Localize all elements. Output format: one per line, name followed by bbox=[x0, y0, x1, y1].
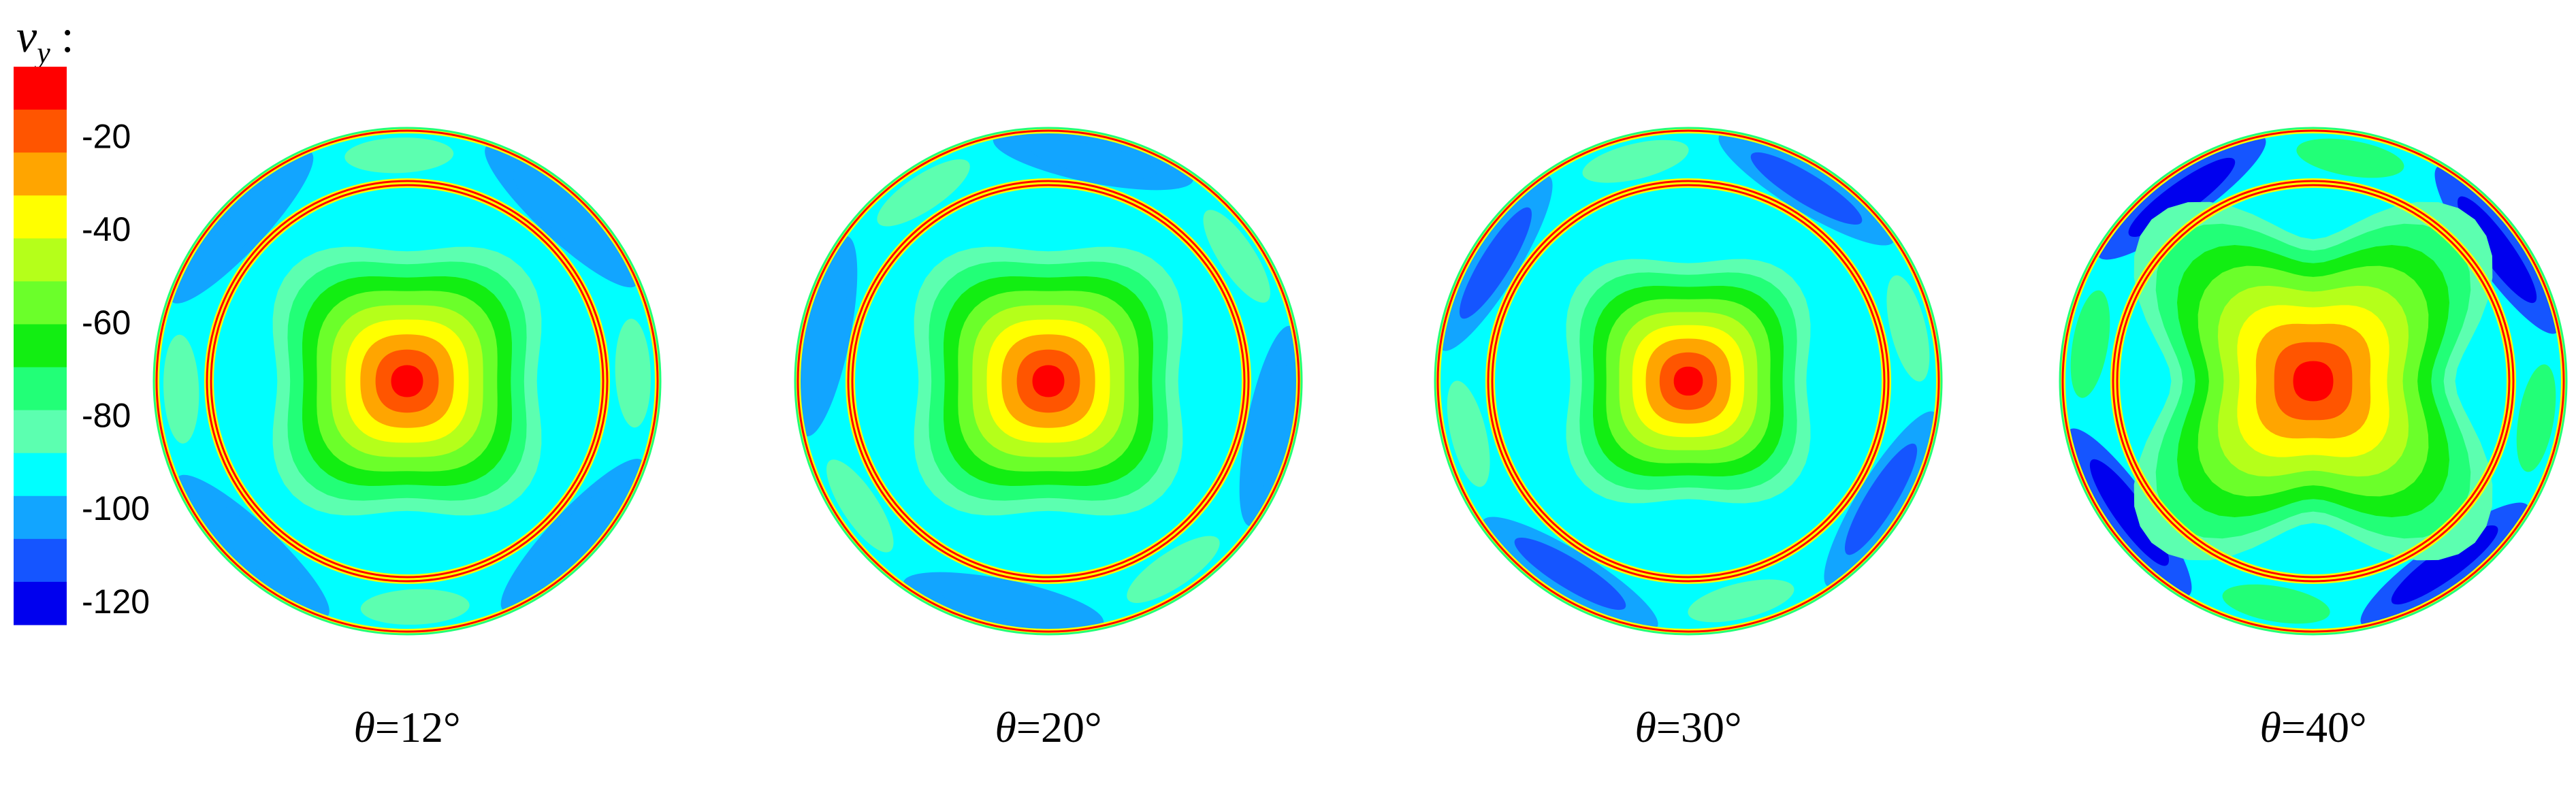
legend-title: vy: bbox=[16, 10, 74, 69]
colorbar-swatch bbox=[14, 67, 67, 110]
caption-symbol: θ bbox=[353, 703, 374, 751]
colorbar-tick-label: -40 bbox=[82, 210, 131, 248]
contour-panel bbox=[1423, 116, 1954, 647]
colorbar-swatch bbox=[14, 582, 67, 625]
core-contour-band bbox=[2293, 361, 2334, 402]
colorbar-tick-label: -120 bbox=[82, 583, 150, 621]
colorbar-swatch bbox=[14, 110, 67, 153]
core-contour-band bbox=[391, 365, 423, 397]
contour-panels bbox=[154, 116, 2575, 647]
contour-panel bbox=[784, 116, 1313, 645]
colorbar-swatch bbox=[14, 281, 67, 325]
core-contour-band bbox=[1674, 367, 1703, 396]
colorbar-swatch bbox=[14, 152, 67, 196]
colorbar-tick-labels: -20 -40 -60 -80 -100 -120 bbox=[82, 118, 150, 621]
caption-value: =30° bbox=[1656, 703, 1742, 751]
colorbar-tick-label: -100 bbox=[82, 489, 150, 527]
colorbar-tick-label: -20 bbox=[82, 118, 131, 156]
caption-value: =20° bbox=[1016, 703, 1102, 751]
colorbar-swatch bbox=[14, 368, 67, 411]
panel-caption: θ=20° bbox=[995, 703, 1101, 751]
contour-panel bbox=[154, 128, 660, 634]
caption-value: =40° bbox=[2281, 703, 2367, 751]
core-contour-band bbox=[1033, 365, 1065, 397]
contour-panel bbox=[2051, 119, 2575, 643]
colorbar-swatch bbox=[14, 496, 67, 540]
colorbar-swatch bbox=[14, 453, 67, 497]
caption-symbol: θ bbox=[995, 703, 1016, 751]
colorbar-swatch bbox=[14, 195, 67, 239]
colorbar-swatches bbox=[14, 67, 67, 625]
colorbar-swatch bbox=[14, 324, 67, 368]
caption-value: =12° bbox=[375, 703, 461, 751]
colorbar-swatch bbox=[14, 410, 67, 454]
panel-caption: θ=40° bbox=[2259, 703, 2366, 751]
caption-symbol: θ bbox=[1635, 703, 1656, 751]
colorbar-tick-label: -60 bbox=[82, 304, 131, 342]
panel-captions: θ=12° θ=20° θ=30° θ=40° bbox=[353, 703, 2366, 751]
colorbar-tick-label: -80 bbox=[82, 397, 131, 435]
colorbar-legend: vy: -20 -40 -60 -80 -100 -120 bbox=[14, 10, 150, 625]
panel-caption: θ=12° bbox=[353, 703, 460, 751]
colorbar-swatch bbox=[14, 539, 67, 583]
panel-caption: θ=30° bbox=[1635, 703, 1741, 751]
caption-symbol: θ bbox=[2259, 703, 2281, 751]
colorbar-swatch bbox=[14, 238, 67, 282]
